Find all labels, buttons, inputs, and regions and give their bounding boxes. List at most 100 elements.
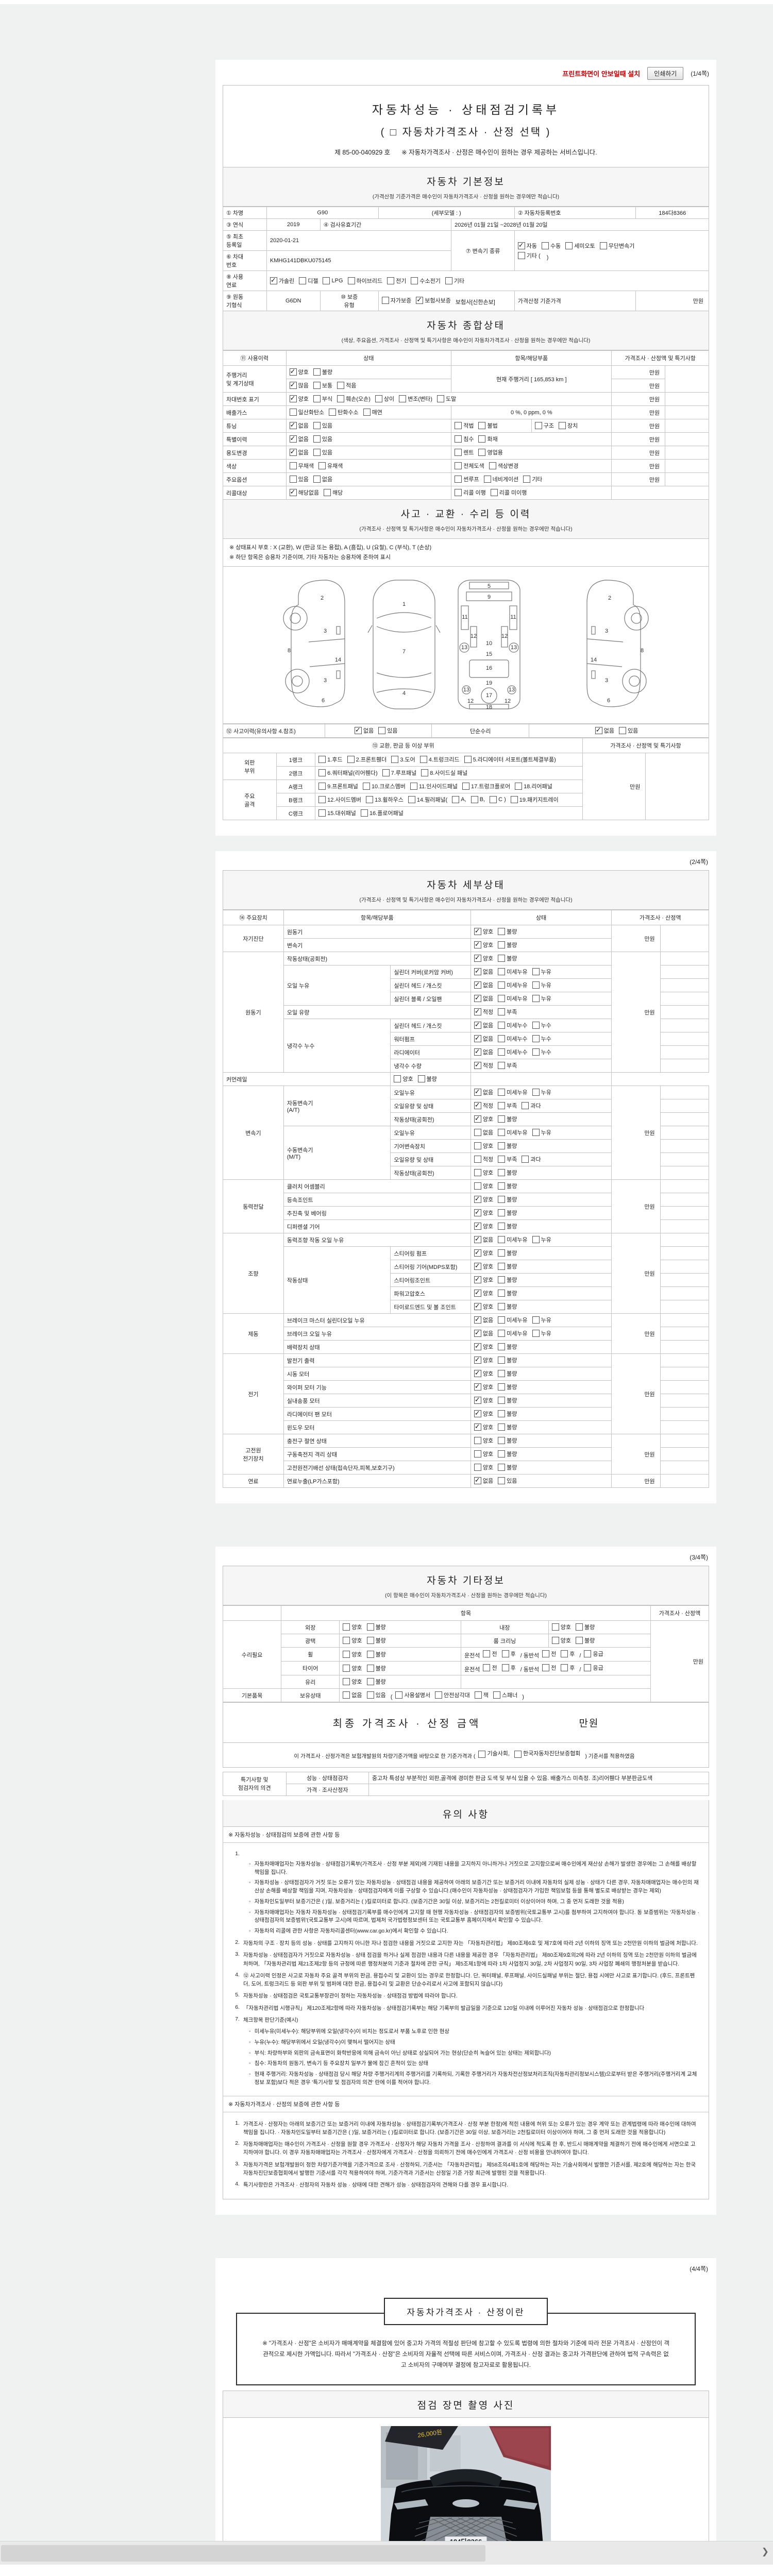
checkbox-미세누수[interactable]: 미세누수 [498, 1021, 528, 1029]
checkbox-자동[interactable]: 자동 [517, 241, 537, 250]
checkbox-12.사이드멤버[interactable]: 12.사이드멤버 [318, 795, 361, 804]
checkbox-전체도색[interactable]: 전체도색 [455, 462, 484, 470]
checkbox-5.라디에이터 서포트(볼트체결부품)[interactable]: 5.라디에이터 서포트(볼트체결부품) [464, 755, 556, 764]
checkbox-적정[interactable]: 적정 [474, 1061, 493, 1070]
checkbox-없음[interactable]: 없음 [474, 1476, 493, 1485]
checkbox-없음[interactable]: 없음 [474, 980, 493, 989]
checkbox-양호[interactable]: 양호 [343, 1623, 362, 1631]
checkbox-불량[interactable]: 불량 [498, 1182, 517, 1190]
checkbox-영업용[interactable]: 영업용 [478, 448, 503, 456]
checkbox-불량[interactable]: 불량 [498, 1168, 517, 1177]
checkbox-양호[interactable]: 양호 [289, 367, 309, 376]
checkbox-무채색[interactable]: 무채색 [289, 462, 314, 470]
checkbox-3.도어[interactable]: 3.도어 [391, 755, 415, 764]
checkbox-없음[interactable]: 없음 [289, 421, 309, 430]
checkbox-누유[interactable]: 누유 [532, 1316, 551, 1324]
checkbox-양호[interactable]: 양호 [474, 1396, 493, 1404]
checkbox-리콜 미이행[interactable]: 리콜 미이행 [490, 488, 527, 497]
checkbox-있음[interactable]: 있음 [619, 726, 638, 735]
checkbox-양호[interactable]: 양호 [474, 1422, 493, 1431]
checkbox-양호[interactable]: 양호 [343, 1636, 362, 1645]
checkbox-양호[interactable]: 양호 [343, 1664, 362, 1672]
checkbox-화재[interactable]: 화재 [478, 435, 498, 443]
checkbox-기타 ([interactable]: 기타 ( [517, 251, 541, 260]
checkbox-부족[interactable]: 부족 [498, 1008, 517, 1016]
checkbox-수소전기[interactable]: 수소전기 [411, 277, 441, 285]
checkbox-누수[interactable]: 누수 [532, 1021, 551, 1029]
checkbox-후[interactable]: 후 [501, 1650, 516, 1658]
checkbox-11.인사이드패널[interactable]: 11.인사이드패널 [410, 782, 458, 790]
checkbox-응급[interactable]: 응급 [584, 1664, 603, 1672]
checkbox-9.프론트패널[interactable]: 9.프론트패널 [318, 782, 358, 790]
checkbox-없음[interactable]: 없음 [343, 1691, 362, 1699]
checkbox-양호[interactable]: 양호 [474, 1463, 493, 1471]
checkbox-없음[interactable]: 없음 [474, 1034, 493, 1043]
checkbox-양호[interactable]: 양호 [474, 1275, 493, 1284]
checkbox-불량[interactable]: 불량 [498, 1142, 517, 1150]
checkbox-적정[interactable]: 적정 [474, 1155, 493, 1163]
checkbox-누유[interactable]: 누유 [532, 1329, 551, 1337]
checkbox-무단변속기[interactable]: 무단변속기 [599, 242, 634, 250]
checkbox-기술사회,[interactable]: 기술사회, [478, 1750, 510, 1759]
checkbox-구조[interactable]: 구조 [534, 421, 554, 430]
checkbox-없음[interactable]: 없음 [474, 994, 493, 1003]
checkbox-누유[interactable]: 누유 [532, 1128, 551, 1137]
print-button[interactable]: 인쇄하기 [647, 67, 684, 80]
checkbox-양호[interactable]: 양호 [474, 1182, 493, 1190]
checkbox-C )[interactable]: C ) [490, 796, 506, 804]
checkbox-수동[interactable]: 수동 [542, 242, 561, 250]
checkbox-불량[interactable]: 불량 [498, 1262, 517, 1270]
checkbox-가솔린[interactable]: 가솔린 [270, 276, 294, 285]
checkbox-없음[interactable]: 없음 [474, 1329, 493, 1337]
checkbox-있음[interactable]: 있음 [366, 1691, 386, 1699]
checkbox-19.패키지트레이[interactable]: 19.패키지트레이 [510, 795, 559, 804]
checkbox-불량[interactable]: 불량 [498, 1396, 517, 1404]
checkbox-보통[interactable]: 보통 [313, 381, 332, 389]
checkbox-미세누유[interactable]: 미세누유 [498, 968, 528, 976]
checkbox-없음[interactable]: 없음 [474, 1088, 493, 1096]
checkbox-과다[interactable]: 과다 [522, 1155, 541, 1163]
checkbox-미세누유[interactable]: 미세누유 [498, 1235, 528, 1244]
checkbox-양호[interactable]: 양호 [551, 1623, 571, 1631]
checkbox-불량[interactable]: 불량 [498, 1423, 517, 1431]
checkbox-누유[interactable]: 누유 [532, 968, 551, 976]
checkbox-미세누유[interactable]: 미세누유 [498, 1088, 528, 1096]
checkbox-부족[interactable]: 부족 [498, 1101, 517, 1110]
checkbox-있음[interactable]: 있음 [313, 448, 332, 456]
checkbox-썬루프[interactable]: 썬루프 [455, 475, 479, 483]
checkbox-불량[interactable]: 불량 [498, 1209, 517, 1217]
checkbox-불량[interactable]: 불량 [498, 1463, 517, 1471]
checkbox-양호[interactable]: 양호 [474, 954, 493, 962]
checkbox-잭[interactable]: 잭 [474, 1691, 489, 1699]
checkbox-부식[interactable]: 부식 [313, 395, 332, 403]
checkbox-훼손(오손)[interactable]: 훼손(오손) [337, 395, 371, 403]
checkbox-양호[interactable]: 양호 [474, 1208, 493, 1217]
checkbox-불량[interactable]: 불량 [498, 1222, 517, 1230]
checkbox-미세누유[interactable]: 미세누유 [498, 1316, 528, 1324]
checkbox-양호[interactable]: 양호 [474, 1222, 493, 1230]
checkbox-양호[interactable]: 양호 [474, 940, 493, 949]
checkbox-양호[interactable]: 양호 [474, 1248, 493, 1257]
checkbox-불량[interactable]: 불량 [498, 1276, 517, 1284]
checkbox-부족[interactable]: 부족 [498, 1155, 517, 1163]
checkbox-없음[interactable]: 없음 [474, 1128, 493, 1137]
checkbox-있음[interactable]: 있음 [313, 435, 332, 443]
checkbox-없음[interactable]: 없음 [474, 1235, 493, 1244]
checkbox-전[interactable]: 전 [483, 1664, 497, 1672]
checkbox-일산화탄소[interactable]: 일산화탄소 [289, 408, 324, 416]
checkbox-없음[interactable]: 없음 [354, 726, 374, 735]
checkbox-기타[interactable]: 기타 [523, 475, 542, 483]
checkbox-양호[interactable]: 양호 [474, 1342, 493, 1351]
checkbox-17.트렁크플로어[interactable]: 17.트렁크플로어 [462, 782, 510, 790]
checkbox-불량[interactable]: 불량 [417, 1075, 437, 1083]
checkbox-한국자동차진단보증협회[interactable]: 한국자동차진단보증협회 [514, 1750, 580, 1759]
checkbox-미세누유[interactable]: 미세누유 [498, 1329, 528, 1337]
checkbox-양호[interactable]: 양호 [474, 1114, 493, 1123]
checkbox-적정[interactable]: 적정 [474, 1007, 493, 1016]
checkbox-1.후드[interactable]: 1.후드 [318, 755, 343, 764]
checkbox-누유[interactable]: 누유 [532, 1088, 551, 1096]
checkbox-사용설명서[interactable]: 사용설명서 [395, 1691, 430, 1699]
checkbox-2.프론트휀더[interactable]: 2.프론트휀더 [347, 755, 386, 764]
checkbox-미세누수[interactable]: 미세누수 [498, 1035, 528, 1043]
checkbox-불량[interactable]: 불량 [498, 1249, 517, 1257]
